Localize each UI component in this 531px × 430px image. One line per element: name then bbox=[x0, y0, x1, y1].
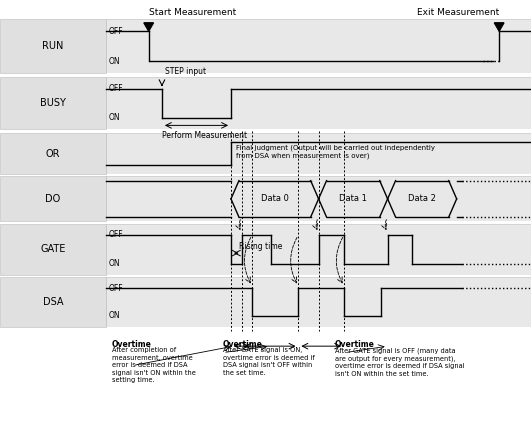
Text: ON: ON bbox=[109, 113, 121, 122]
Text: RUN: RUN bbox=[42, 41, 64, 51]
Bar bbox=[106, 176, 531, 221]
Text: Overtime: Overtime bbox=[223, 340, 263, 349]
Text: OFF: OFF bbox=[109, 84, 124, 93]
Bar bbox=[0, 275, 531, 279]
Text: Perform Measurement: Perform Measurement bbox=[162, 131, 247, 140]
Polygon shape bbox=[494, 23, 504, 31]
Text: Final judgment (Output will be carried out independently
from DSA when measureme: Final judgment (Output will be carried o… bbox=[236, 144, 435, 159]
Text: GATE: GATE bbox=[40, 244, 66, 255]
Text: OR: OR bbox=[46, 149, 61, 159]
Bar bbox=[0, 224, 106, 275]
Polygon shape bbox=[144, 23, 153, 31]
Bar bbox=[0, 133, 106, 174]
Text: After GATE signal is ON,
overtime error is deemed if
DSA signal isn't OFF within: After GATE signal is ON, overtime error … bbox=[223, 347, 315, 376]
Bar bbox=[0, 327, 531, 330]
Text: Overtime: Overtime bbox=[335, 340, 374, 349]
Bar bbox=[0, 77, 106, 129]
Text: Exit Measurement: Exit Measurement bbox=[417, 8, 499, 17]
Bar bbox=[0, 174, 531, 178]
Text: After GATE signal is OFF (many data
are output for every measurement),
overtime : After GATE signal is OFF (many data are … bbox=[335, 347, 464, 377]
Text: DO: DO bbox=[46, 194, 61, 204]
Bar bbox=[0, 73, 531, 77]
Text: Data 0: Data 0 bbox=[261, 194, 289, 203]
Text: Data 2: Data 2 bbox=[408, 194, 436, 203]
Bar bbox=[106, 277, 531, 327]
Bar bbox=[0, 19, 106, 73]
Text: OFF: OFF bbox=[109, 284, 124, 293]
Text: Start Measurement: Start Measurement bbox=[149, 8, 236, 17]
Bar bbox=[0, 129, 531, 132]
Bar bbox=[106, 224, 531, 275]
Text: OFF: OFF bbox=[109, 230, 124, 240]
Text: Overtime: Overtime bbox=[112, 340, 151, 349]
Bar bbox=[106, 19, 531, 73]
Text: OFF: OFF bbox=[109, 27, 124, 36]
Text: Data 1: Data 1 bbox=[339, 194, 367, 203]
Text: STEP input: STEP input bbox=[165, 67, 205, 76]
Text: After completion of
measurement, overtime
error is deemed if DSA
signal isn't ON: After completion of measurement, overtim… bbox=[112, 347, 195, 384]
Bar bbox=[0, 221, 531, 225]
Bar bbox=[0, 176, 106, 221]
Text: DSA: DSA bbox=[43, 297, 63, 307]
Bar bbox=[0, 277, 106, 327]
Bar bbox=[106, 133, 531, 174]
Text: Rising time: Rising time bbox=[239, 242, 282, 251]
Text: BUSY: BUSY bbox=[40, 98, 66, 108]
Text: ON: ON bbox=[109, 311, 121, 320]
Bar bbox=[106, 77, 531, 129]
Text: ON: ON bbox=[109, 259, 121, 268]
Text: ON: ON bbox=[109, 57, 121, 66]
